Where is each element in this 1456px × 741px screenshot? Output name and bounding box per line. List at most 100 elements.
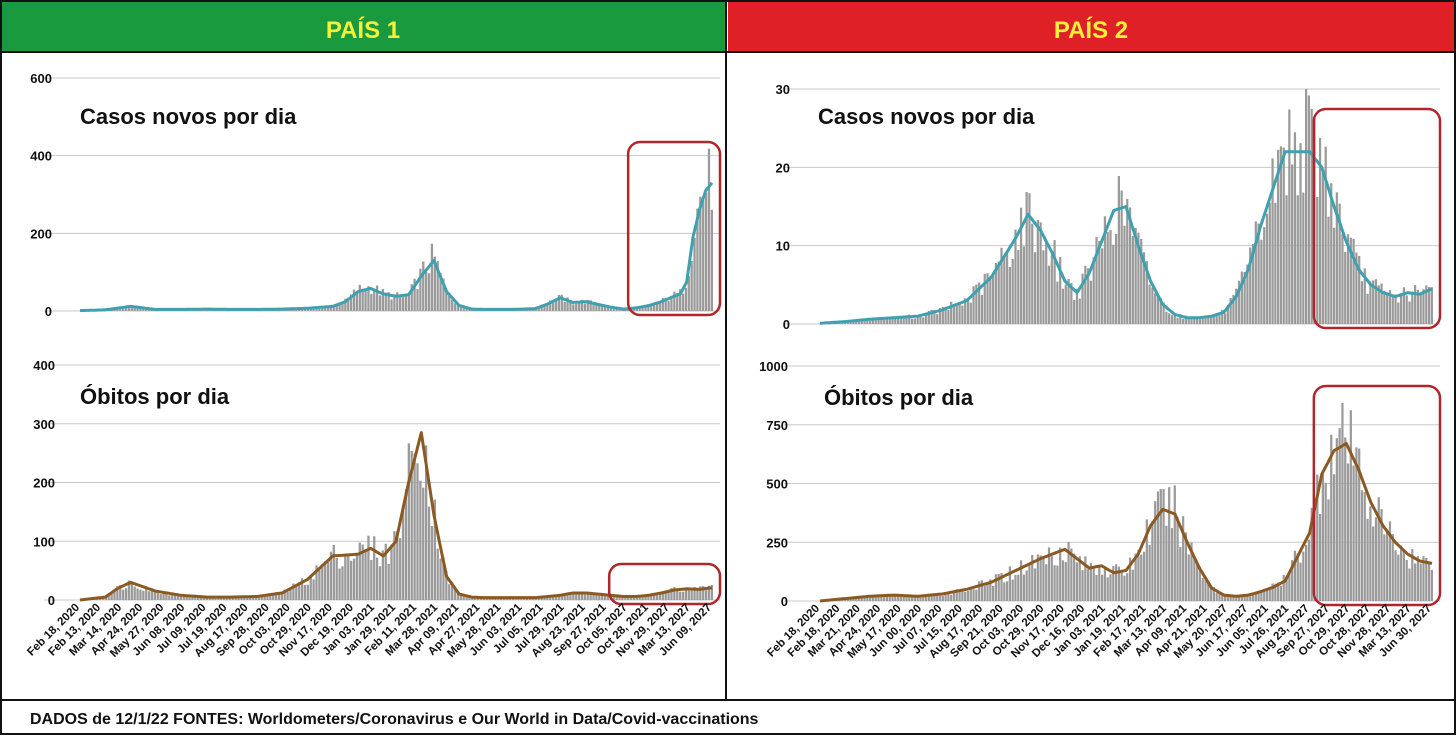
bar (1333, 474, 1335, 601)
bar (1037, 220, 1039, 324)
y-tick-label: 0 (783, 317, 790, 332)
bar (1308, 540, 1310, 601)
bar (897, 318, 899, 324)
bar (338, 305, 340, 311)
bar (428, 273, 430, 311)
bar (416, 289, 418, 311)
bar (1014, 575, 1016, 601)
bar (708, 149, 710, 311)
bar (350, 561, 352, 600)
bar (1168, 313, 1170, 324)
bar (1059, 548, 1061, 601)
bar (1017, 250, 1019, 324)
bar (1076, 562, 1078, 601)
bar (1394, 294, 1396, 324)
bar (304, 585, 306, 600)
bar (1162, 489, 1164, 601)
bar (1400, 545, 1402, 601)
bar (139, 590, 141, 600)
bar (134, 587, 136, 600)
bar (956, 304, 958, 324)
bar (416, 463, 418, 600)
bar (408, 294, 410, 311)
bar (1045, 242, 1047, 324)
bar (422, 488, 424, 600)
bar (1411, 291, 1413, 324)
y-tick-label: 0 (781, 594, 788, 609)
bar (1274, 203, 1276, 324)
bar (1425, 558, 1427, 601)
bar (1149, 545, 1151, 601)
bar (1394, 550, 1396, 601)
bar (1104, 568, 1106, 601)
bar (1327, 499, 1329, 601)
bar (1224, 313, 1226, 324)
bar (1302, 193, 1304, 324)
bar (1263, 227, 1265, 324)
bar (967, 300, 969, 324)
bar (1196, 563, 1198, 601)
bar (981, 295, 983, 324)
bar (1291, 165, 1293, 324)
bar (1297, 195, 1299, 324)
bar (1408, 569, 1410, 601)
y-tick-label: 400 (30, 149, 52, 164)
chart-title: Óbitos por dia (824, 385, 974, 410)
bar (327, 561, 329, 600)
bar (148, 591, 150, 600)
bar (387, 564, 389, 600)
bar (1126, 573, 1128, 601)
y-tick-label: 200 (30, 226, 52, 241)
bar (1369, 506, 1371, 601)
bar (336, 558, 338, 600)
bar (572, 304, 574, 311)
bar (1372, 526, 1374, 601)
bar (1168, 487, 1170, 601)
bar (1003, 257, 1005, 324)
bar (584, 595, 586, 600)
bar (869, 321, 871, 324)
bar (310, 578, 312, 600)
bar (359, 543, 361, 600)
bar (670, 298, 672, 311)
bar (1386, 292, 1388, 324)
bar (1431, 287, 1433, 324)
bar (1056, 566, 1058, 601)
bar (1051, 254, 1053, 324)
bar (1053, 565, 1055, 601)
bar (373, 291, 375, 311)
bar (286, 592, 288, 600)
bar (705, 590, 707, 600)
bar (399, 295, 401, 311)
bar (408, 443, 410, 600)
bar (356, 554, 358, 600)
bar (967, 591, 969, 601)
bar (1325, 483, 1327, 601)
bar (1199, 319, 1201, 324)
bar (889, 319, 891, 324)
bar (373, 536, 375, 600)
bar (1051, 556, 1053, 601)
bar (1143, 552, 1145, 601)
bar (1266, 590, 1268, 601)
bar (341, 566, 343, 600)
bar (688, 589, 690, 600)
bar (448, 296, 450, 311)
bar (1171, 528, 1173, 601)
bar (1028, 565, 1030, 601)
bar (1151, 521, 1153, 601)
bar (961, 306, 963, 324)
bar (1121, 573, 1123, 601)
bar (1012, 580, 1014, 601)
bar (356, 292, 358, 311)
bar (1115, 234, 1117, 324)
bar (1062, 289, 1064, 324)
y-tick-label: 750 (766, 418, 788, 433)
bar (705, 193, 707, 311)
bar (125, 588, 127, 600)
bar (439, 559, 441, 600)
bar (1109, 230, 1111, 324)
bar (1009, 267, 1011, 324)
bar (1087, 569, 1089, 601)
